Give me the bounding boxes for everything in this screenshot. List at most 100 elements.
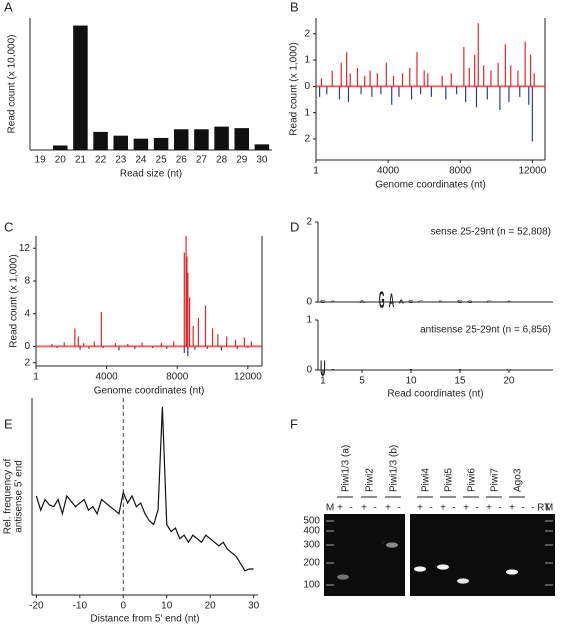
logo-letter-glyph: C (487, 301, 492, 304)
x-tick-label: 22 (95, 155, 107, 166)
logo-letter: G (379, 287, 385, 314)
gene-label: Piwi7 (490, 468, 501, 492)
plus-label: + (440, 503, 446, 514)
x-tick-label: 5 (359, 376, 365, 387)
gene-label: Piwi2 (365, 468, 376, 492)
minus-label: - (373, 503, 376, 514)
bar (133, 138, 149, 150)
minus-label: - (452, 503, 455, 514)
logo-letter: A (389, 291, 395, 312)
line-series (35, 406, 254, 572)
minus-label: - (429, 503, 432, 514)
panel-label: E (4, 416, 13, 431)
logo-letter-glyph: C (467, 301, 473, 304)
y-axis-label: Read count (x 1,000) (289, 42, 300, 135)
gel-band (337, 574, 349, 580)
x-tick-label: 1 (33, 372, 39, 383)
y-tick-label: 2 (306, 217, 312, 228)
logo-letter: A (330, 369, 336, 371)
logo-letter-glyph: G (379, 287, 385, 314)
y-tick-label: 1 (304, 107, 310, 118)
minus-label: - (349, 503, 352, 514)
x-tick-label: 12000 (234, 372, 262, 383)
x-tick-label: 20 (55, 155, 67, 166)
logo-letter-glyph: A (399, 299, 405, 305)
size-marker-label: 400 (303, 526, 320, 537)
x-tick-label: 19 (35, 155, 47, 166)
marker-lane-label: M (545, 503, 553, 514)
plus-label: + (509, 503, 515, 514)
annotation: sense 25-29nt (n = 52,808) (431, 227, 551, 238)
y-tick-label: 8 (24, 276, 30, 287)
size-marker-label: 100 (303, 580, 320, 591)
logo-letter: C (467, 301, 473, 304)
x-tick-label: 10 (405, 376, 417, 387)
y-tick-label: 12 (19, 243, 31, 254)
minus-label: - (521, 503, 524, 514)
y-tick-label: 2 (24, 357, 30, 368)
ladder-band (326, 544, 334, 546)
ladder-band (545, 530, 553, 532)
ladder-band (326, 562, 334, 564)
y-tick-label: 0 (304, 81, 310, 92)
logo-letter-glyph: C (418, 301, 423, 304)
y-tick-label: 2 (304, 28, 310, 39)
panel-label: C (4, 219, 13, 234)
size-marker-label: 500 (303, 516, 320, 527)
plus-label: + (486, 503, 492, 514)
logo-letter: G (408, 300, 414, 305)
x-tick-label: 30 (248, 601, 260, 612)
bar (153, 137, 169, 150)
logo-letter: C (487, 301, 492, 304)
logo-letter-glyph: A (359, 300, 365, 305)
gene-label: Ago3 (513, 468, 524, 492)
x-tick-label: -20 (29, 601, 44, 612)
logo-letter-glyph: A (438, 301, 443, 304)
bar (254, 144, 270, 150)
gel-band (457, 578, 469, 584)
logo-letter: A (399, 299, 405, 305)
x-tick-label: 30 (256, 155, 268, 166)
ladder-band (545, 562, 553, 564)
y-tick-label: 0 (306, 297, 312, 308)
logo-letter: A (438, 301, 443, 304)
minus-label: - (397, 503, 400, 514)
logo-letter: A (359, 300, 365, 305)
bar (214, 126, 229, 150)
ladder-band (326, 530, 334, 532)
bar (173, 129, 189, 150)
plus-label: + (385, 503, 391, 514)
gene-label: Piwi6 (467, 468, 478, 492)
no-rt-label: - RT (531, 503, 550, 514)
bar (52, 145, 68, 150)
gene-label: Piwi5 (444, 468, 455, 492)
ladder-band (326, 520, 334, 522)
logo-letter-glyph: G (457, 300, 463, 305)
logo-letter: G (457, 300, 463, 305)
plus-label: + (463, 503, 469, 514)
x-tick-label: 24 (135, 155, 147, 166)
y-axis-label: Read count (x 10,000) (7, 35, 18, 134)
bar (113, 135, 129, 150)
x-tick-label: 25 (156, 155, 168, 166)
x-tick-label: 1 (320, 376, 326, 387)
marker-lane-label: M (326, 503, 334, 514)
gene-label: Piwi1/3 (b) (389, 445, 400, 492)
logo-letter: G (320, 300, 326, 305)
annotation: antisense 25-29nt (n = 6,856) (420, 325, 551, 336)
x-tick-label: 8000 (449, 166, 472, 177)
x-tick-label: 28 (216, 155, 228, 166)
bar (234, 128, 250, 150)
logo-letter: A (506, 301, 511, 303)
gel-band (437, 564, 449, 570)
x-tick-label: 26 (176, 155, 188, 166)
panel-label: F (290, 416, 298, 431)
x-tick-label: 27 (196, 155, 208, 166)
size-marker-label: 200 (303, 558, 320, 569)
gel-band (414, 566, 426, 572)
y-tick-label: 2 (304, 134, 310, 145)
y-axis-label: Rel. frequency of (3, 458, 14, 534)
ladder-band (545, 544, 553, 546)
bar (194, 129, 209, 150)
logo-letter-glyph: A (389, 291, 395, 312)
